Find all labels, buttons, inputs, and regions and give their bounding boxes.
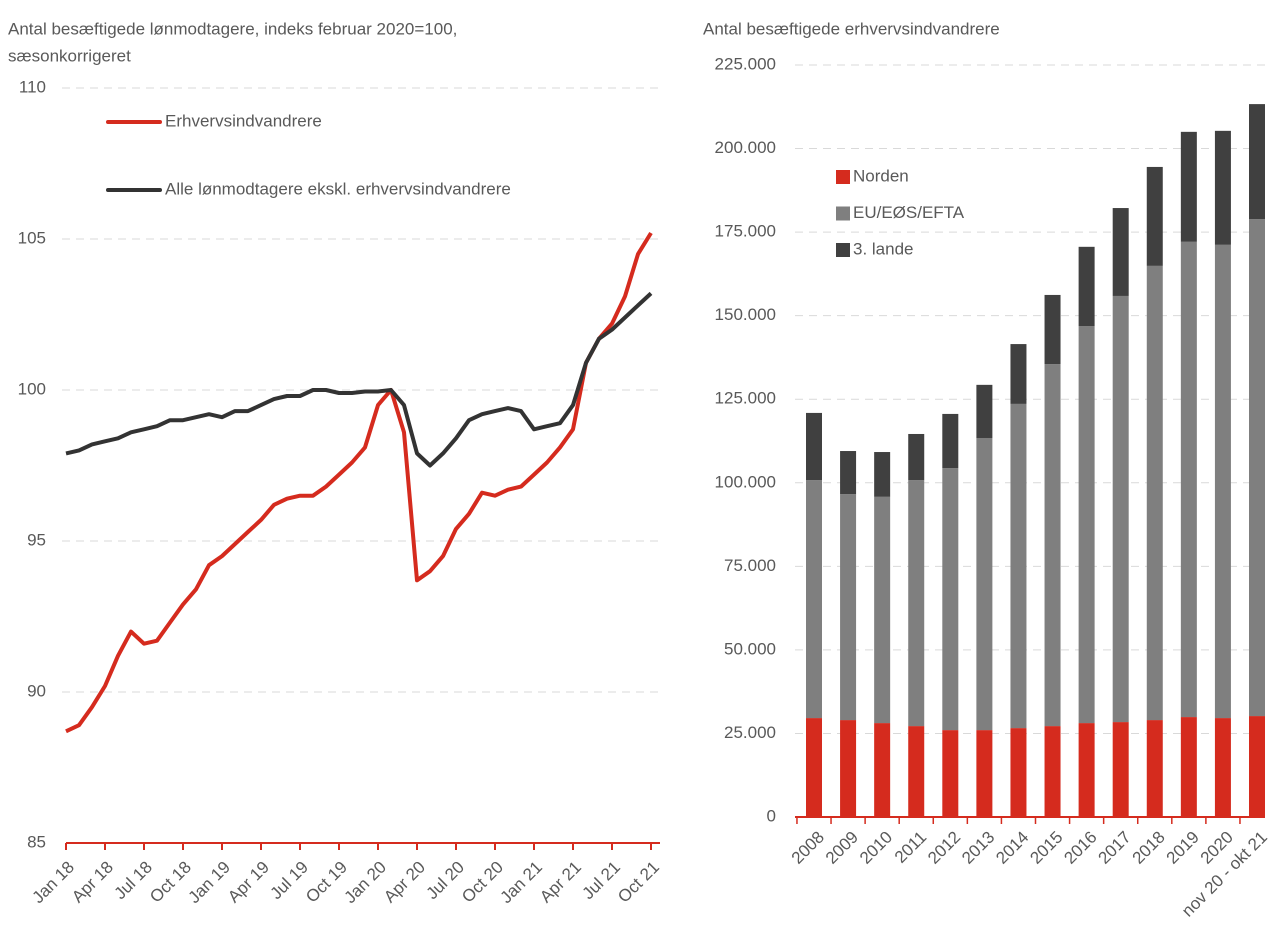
y-tick-label: 95 (27, 530, 46, 549)
bar-segment (1044, 726, 1061, 817)
x-tick-label: 2009 (822, 828, 862, 868)
bar-segment (840, 720, 857, 817)
bar-segment (942, 468, 959, 731)
bar-segment (1249, 104, 1265, 220)
legend-swatch (836, 243, 850, 257)
x-tick-label: Apr 19 (224, 858, 273, 907)
y-tick-label: 100.000 (715, 472, 776, 491)
bar-segment (1146, 720, 1163, 817)
bar-segment (908, 433, 925, 481)
bar-segment (806, 718, 822, 817)
x-tick-label: 2014 (992, 828, 1032, 868)
line-series (65, 231, 653, 734)
legend-label: Norden (853, 166, 909, 185)
bar-segment (1112, 208, 1129, 296)
bar-segment (1010, 728, 1027, 817)
y-tick-label: 100 (18, 379, 46, 398)
x-tick-label: Oct 21 (614, 858, 663, 907)
bar-segment (1180, 131, 1197, 242)
x-tick-label: 2011 (891, 828, 930, 867)
chart-title: Antal besæftigede erhvervsindvandrere (703, 19, 1000, 38)
x-tick-label: Oct 19 (302, 858, 351, 907)
bar-segment (1078, 723, 1095, 817)
x-tick-label: Jan 21 (496, 858, 546, 908)
x-tick-label: Apr 18 (68, 858, 117, 907)
y-tick-label: 200.000 (715, 138, 776, 157)
y-tick-label: 110 (19, 77, 46, 96)
x-tick-label: 2012 (924, 828, 964, 868)
bar-segment (874, 452, 891, 497)
bar-segment (1249, 716, 1265, 817)
y-tick-label: 125.000 (715, 389, 776, 408)
bar-segment (1112, 295, 1129, 723)
legend-label: Alle lønmodtagere ekskl. erhvervsindvand… (165, 179, 511, 198)
y-tick-label: 0 (767, 806, 776, 825)
x-tick-label: Jan 20 (340, 858, 390, 908)
bar-segment (874, 496, 891, 724)
bar-segment (1078, 246, 1095, 327)
legend-label: Erhvervsindvandrere (165, 111, 322, 130)
y-tick-label: 75.000 (724, 556, 776, 575)
bar-segment (874, 723, 891, 817)
bar-segment (1078, 326, 1095, 724)
bar-segment (1214, 244, 1231, 719)
bar-segment (1146, 265, 1163, 721)
bar-segment (976, 437, 993, 731)
x-tick-label: Jan 18 (28, 858, 78, 908)
y-tick-label: 85 (27, 832, 46, 851)
bar-segment (942, 730, 959, 817)
y-tick-label: 25.000 (724, 723, 776, 742)
bar-segment (976, 730, 993, 817)
y-tick-label: 225.000 (715, 54, 776, 73)
bar-segment (806, 412, 822, 481)
y-tick-label: 150.000 (715, 305, 776, 324)
y-tick-label: 175.000 (715, 222, 776, 241)
x-tick-label: Oct 20 (458, 858, 507, 907)
x-tick-label: Apr 21 (536, 858, 585, 907)
legend-label: 3. lande (853, 239, 914, 258)
x-tick-label: Oct 18 (146, 858, 195, 907)
y-tick-label: 105 (18, 228, 46, 247)
x-tick-label: 2008 (788, 828, 828, 868)
bar-segment (1214, 130, 1231, 245)
x-tick-label: 2017 (1095, 828, 1135, 868)
line-series (65, 291, 653, 468)
bar-segment (1044, 364, 1061, 727)
x-tick-label: Apr 20 (380, 858, 429, 907)
x-tick-label: 2015 (1026, 828, 1066, 868)
chart-title-line: sæsonkorrigeret (8, 46, 131, 65)
bar-segment (840, 494, 857, 721)
bar-segment (1249, 219, 1265, 717)
x-tick-label: 2016 (1060, 828, 1100, 868)
bar-segment (942, 413, 959, 469)
bar-segment (1146, 166, 1163, 266)
bar-segment (1180, 241, 1197, 718)
bar-segment (976, 384, 993, 438)
x-tick-label: 2019 (1163, 828, 1203, 868)
x-tick-label: 2010 (856, 828, 896, 868)
bar-segment (806, 480, 822, 719)
x-tick-label: 2013 (958, 828, 998, 868)
bar-segment (1214, 718, 1231, 817)
x-tick-label: 2018 (1129, 828, 1169, 868)
bar-segment (908, 480, 925, 727)
x-tick-label: Jan 19 (184, 858, 234, 908)
legend-swatch (836, 170, 850, 184)
bar-segment (1010, 403, 1027, 729)
bar-segment (1044, 294, 1061, 365)
bar-segment (1180, 717, 1197, 817)
chart-title-line: Antal besæftigede lønmodtagere, indeks f… (8, 19, 457, 38)
bar-segment (1010, 344, 1027, 404)
legend-label: EU/EØS/EFTA (853, 203, 965, 222)
y-tick-label: 90 (27, 681, 46, 700)
bar-segment (840, 451, 857, 495)
legend-swatch (836, 206, 850, 221)
y-tick-label: 50.000 (724, 639, 776, 658)
bar-segment (908, 726, 925, 817)
bar-segment (1112, 722, 1129, 817)
